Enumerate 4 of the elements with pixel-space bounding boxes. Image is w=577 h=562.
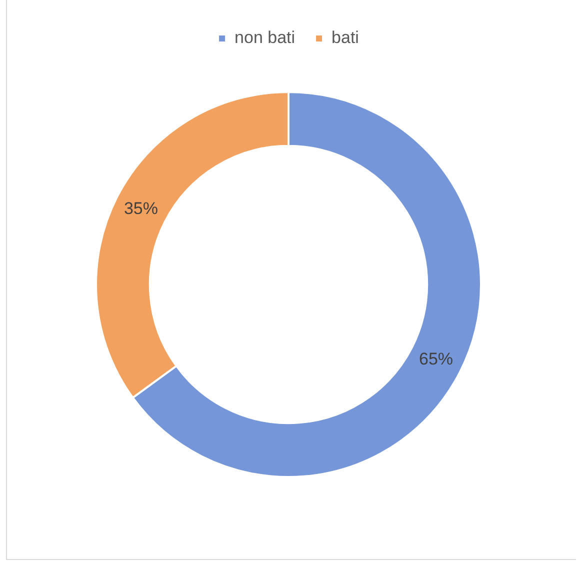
data-label: 65% [418,349,454,368]
legend-label: bati [332,28,359,48]
data-label: 35% [124,199,158,218]
legend-label: non bati [234,28,296,48]
